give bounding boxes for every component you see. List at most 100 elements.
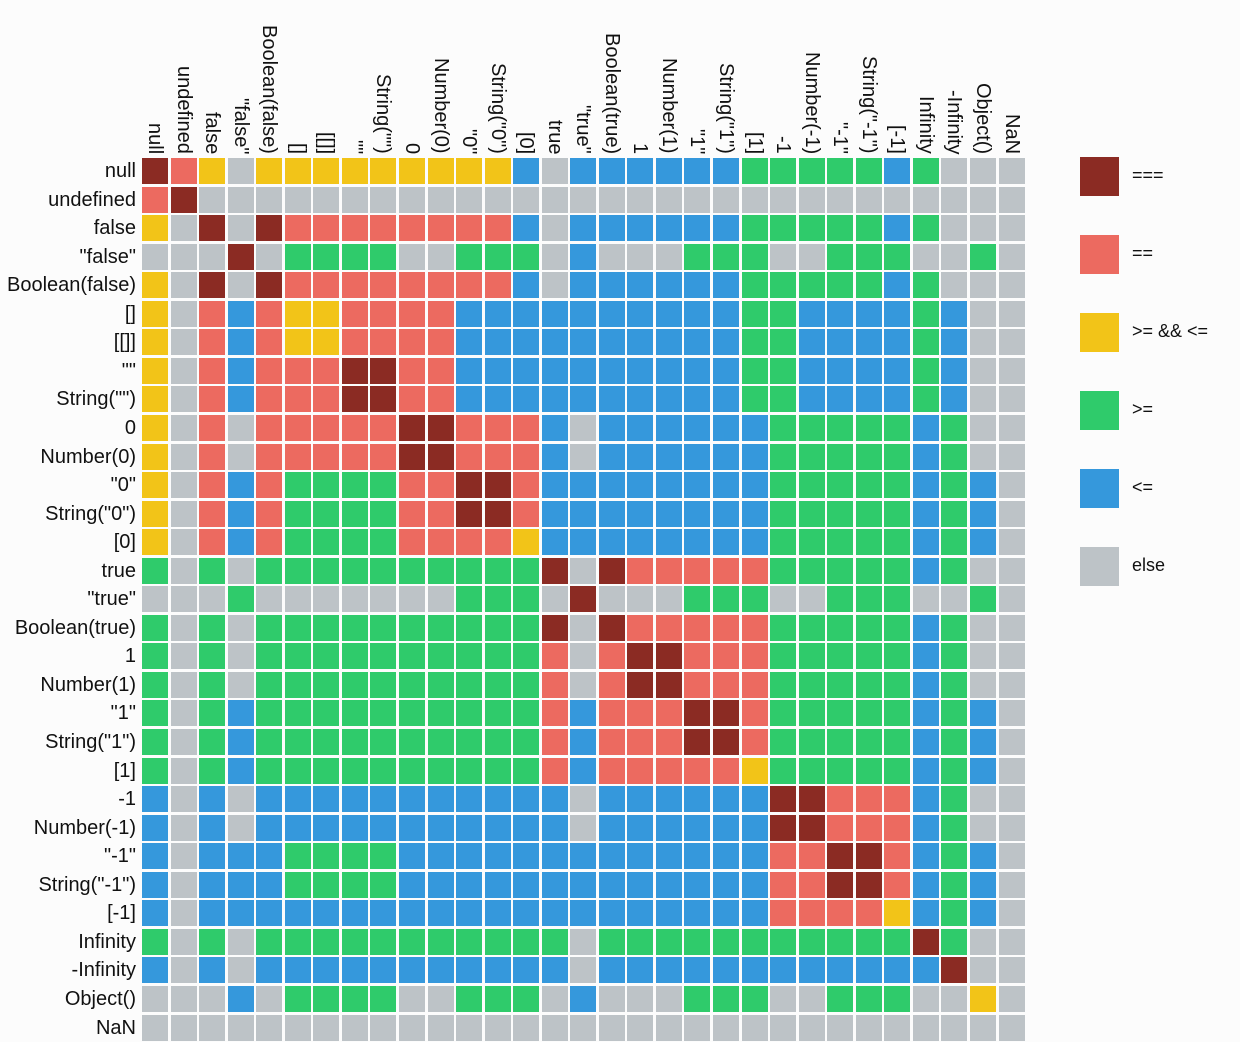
heatmap-cell (998, 614, 1025, 641)
heatmap-cell (427, 843, 454, 870)
row-label: false (93, 217, 136, 240)
heatmap-cell (513, 814, 540, 841)
heatmap-cell (770, 186, 797, 213)
heatmap-cell (513, 586, 540, 613)
row-label: undefined (48, 188, 136, 211)
heatmap-cell (170, 814, 197, 841)
heatmap-cell (170, 985, 197, 1012)
heatmap-cell (570, 1014, 597, 1041)
heatmap-cell (741, 557, 768, 584)
heatmap-cell (456, 900, 483, 927)
heatmap-cell (541, 472, 568, 499)
heatmap-cell (598, 557, 625, 584)
heatmap-cell (884, 928, 911, 955)
heatmap-cell (313, 357, 340, 384)
heatmap-cell (456, 472, 483, 499)
row-label: [1] (113, 759, 136, 782)
heatmap-cell (627, 586, 654, 613)
heatmap-cell (142, 729, 168, 755)
heatmap-cell (341, 614, 368, 641)
heatmap-cell (398, 443, 425, 470)
heatmap-cell (598, 300, 625, 327)
heatmap-cell (541, 586, 568, 613)
heatmap-cell (284, 215, 311, 242)
heatmap-cell (284, 529, 311, 556)
heatmap-cell (284, 443, 311, 470)
heatmap-cell (484, 586, 511, 613)
heatmap-cell (598, 700, 625, 727)
heatmap-cell (713, 643, 739, 670)
heatmap-cell (227, 243, 254, 270)
heatmap-cell (142, 300, 168, 327)
heatmap-cell (627, 757, 654, 784)
heatmap-cell (227, 500, 254, 527)
heatmap-cell (713, 529, 739, 556)
heatmap-cell (941, 215, 968, 242)
row-label: -1 (118, 788, 136, 811)
heatmap-cell (941, 414, 968, 441)
heatmap-cell (541, 300, 568, 327)
heatmap-cell (570, 643, 597, 670)
heatmap-cell (142, 985, 168, 1012)
heatmap-cell (855, 814, 882, 841)
heatmap-cell (798, 386, 825, 413)
heatmap-cell (998, 643, 1025, 670)
heatmap-cell (713, 215, 739, 242)
heatmap-cell (598, 843, 625, 870)
column-label: undefined (172, 66, 195, 154)
heatmap-cell (313, 186, 340, 213)
row-label: true (101, 559, 136, 582)
heatmap-cell (142, 900, 168, 927)
heatmap-cell (627, 414, 654, 441)
heatmap-cell (313, 1014, 340, 1041)
heatmap-cell (741, 643, 768, 670)
heatmap-cell (427, 643, 454, 670)
row-label: Number(-1) (33, 816, 136, 839)
heatmap-cell (770, 329, 797, 356)
heatmap-cell (398, 1014, 425, 1041)
heatmap-cell (827, 472, 854, 499)
heatmap-cell (541, 729, 568, 755)
heatmap-cell (142, 557, 168, 584)
heatmap-cell (142, 1014, 168, 1041)
heatmap-cell (427, 757, 454, 784)
heatmap-cell (513, 186, 540, 213)
column-label: [-1] (886, 125, 909, 154)
heatmap-cell (827, 329, 854, 356)
heatmap-cell (969, 871, 996, 898)
heatmap-cell (827, 557, 854, 584)
heatmap-cell (827, 586, 854, 613)
heatmap-cell (513, 871, 540, 898)
column-label: true (543, 120, 566, 155)
heatmap-cell (912, 614, 939, 641)
heatmap-cell (341, 643, 368, 670)
heatmap-cell (855, 357, 882, 384)
column-label: 0 (400, 143, 423, 155)
heatmap-cell (256, 243, 283, 270)
heatmap-cell (142, 529, 168, 556)
heatmap-cell (427, 529, 454, 556)
heatmap-cell (142, 500, 168, 527)
heatmap-cell (370, 386, 397, 413)
heatmap-cell (199, 786, 226, 813)
heatmap-cell (855, 158, 882, 184)
heatmap-cell (884, 158, 911, 184)
heatmap-cell (655, 243, 682, 270)
heatmap-cell (998, 786, 1025, 813)
heatmap-cell (256, 957, 283, 984)
heatmap-cell (398, 871, 425, 898)
heatmap-cell (884, 186, 911, 213)
heatmap-cell (655, 614, 682, 641)
heatmap-cell (741, 386, 768, 413)
heatmap-cell (798, 443, 825, 470)
heatmap-cell (770, 586, 797, 613)
heatmap-cell (912, 272, 939, 299)
heatmap-cell (341, 586, 368, 613)
row-label: "1" (110, 702, 136, 725)
heatmap-cell (713, 671, 739, 698)
row-label: -Infinity (71, 959, 136, 982)
heatmap-cell (513, 643, 540, 670)
heatmap-cell (798, 186, 825, 213)
heatmap-cell (370, 357, 397, 384)
heatmap-cell (227, 729, 254, 755)
